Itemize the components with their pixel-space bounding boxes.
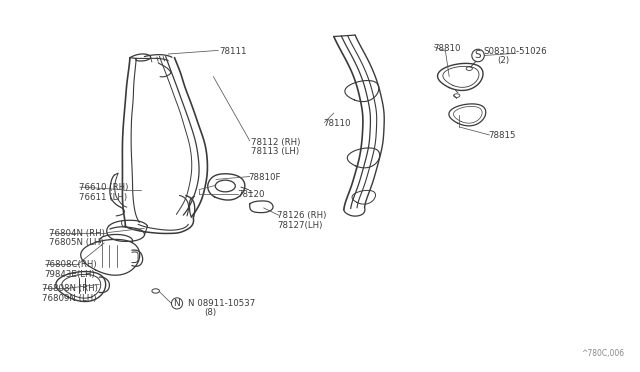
Text: 79843E(LH): 79843E(LH): [44, 270, 95, 279]
Text: 78120: 78120: [237, 190, 265, 199]
Text: 76808C(RH): 76808C(RH): [44, 260, 97, 269]
Text: (2): (2): [497, 56, 509, 65]
Text: 78810F: 78810F: [248, 173, 281, 182]
Text: S08310-51026: S08310-51026: [483, 46, 547, 55]
Text: N: N: [173, 299, 180, 308]
Text: 78113 (LH): 78113 (LH): [251, 147, 299, 156]
Text: 78815: 78815: [488, 131, 516, 140]
Text: 78126 (RH): 78126 (RH): [277, 211, 327, 220]
Text: (8): (8): [204, 308, 216, 317]
Text: S: S: [475, 51, 481, 61]
Text: 76610 (RH): 76610 (RH): [79, 183, 128, 192]
Text: 76611 (LH): 76611 (LH): [79, 193, 127, 202]
Text: 76808N (RH): 76808N (RH): [42, 284, 97, 293]
Text: 78110: 78110: [323, 119, 351, 128]
Text: 76805N (LH): 76805N (LH): [49, 238, 104, 247]
Text: 78810: 78810: [433, 44, 460, 53]
Text: 78111: 78111: [220, 46, 247, 55]
Text: 78112 (RH): 78112 (RH): [251, 138, 300, 147]
Text: N 08911-10537: N 08911-10537: [188, 299, 255, 308]
Text: 76804N (RH): 76804N (RH): [49, 229, 105, 238]
Text: ^780C,006: ^780C,006: [581, 349, 624, 358]
Text: 78127(LH): 78127(LH): [277, 221, 323, 230]
Text: 76809N (LH): 76809N (LH): [42, 294, 96, 303]
